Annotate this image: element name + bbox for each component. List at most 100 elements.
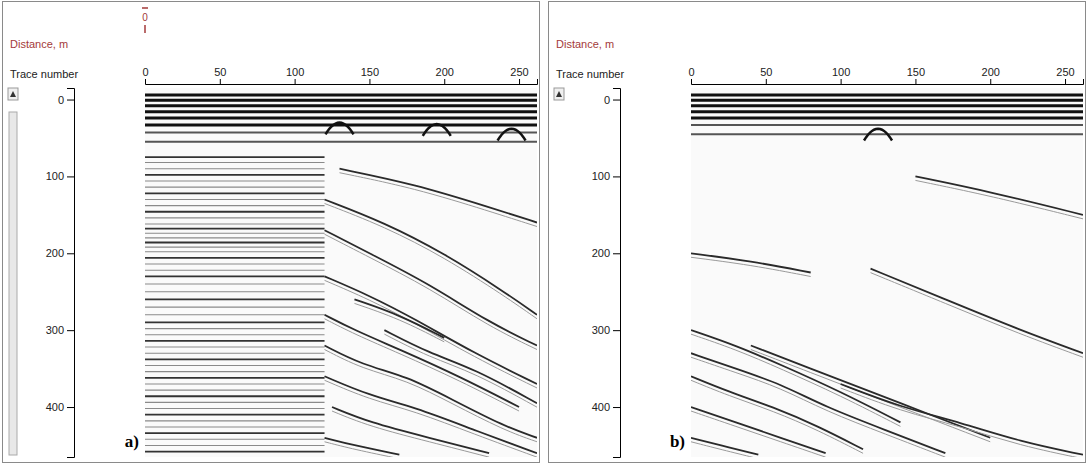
y-axis-line	[67, 89, 75, 458]
x-tick-mark	[990, 79, 991, 84]
y-tick: 200	[592, 247, 620, 259]
y-tick: 100	[592, 170, 620, 182]
x-axis: 050100150200250	[142, 66, 537, 85]
ringing-line	[145, 420, 325, 421]
reflector	[691, 330, 900, 422]
reflector-echo	[691, 411, 826, 457]
reflector	[325, 438, 400, 455]
ringing-line	[145, 328, 325, 329]
ringing-line	[145, 283, 325, 284]
x-tick-label: 0	[688, 66, 694, 78]
x-tick: 0	[142, 66, 148, 84]
reflector	[871, 269, 1083, 354]
ringing-line	[145, 432, 325, 434]
ringing-line	[145, 205, 325, 206]
x-axis-title: Trace number	[10, 68, 78, 80]
ringing-line	[145, 322, 325, 324]
ringing-line	[145, 365, 325, 366]
marker-tick	[144, 25, 146, 33]
figure: Distance, mTrace number00501001502002500…	[0, 0, 1086, 465]
x-tick-label: 250	[510, 66, 528, 78]
x-tick: 150	[907, 66, 925, 84]
x-tick-label: 100	[832, 66, 850, 78]
reflector	[384, 330, 537, 403]
x-tick-label: 150	[907, 66, 925, 78]
y-axis: 0100200300400	[46, 89, 75, 458]
x-tick: 100	[832, 66, 850, 84]
y-tick: 100	[46, 170, 74, 182]
reflector-echo	[915, 180, 1083, 218]
scroll-button	[8, 88, 18, 100]
ringing-line	[145, 237, 325, 238]
hyperbola	[423, 124, 451, 136]
x-tick-mark	[915, 79, 916, 84]
ringing-line	[145, 358, 325, 360]
y-tick: 0	[58, 94, 74, 106]
plot-background	[145, 88, 537, 457]
ringing-line	[145, 187, 325, 188]
scroll-arrow	[10, 91, 16, 97]
y-tick: 0	[604, 94, 620, 106]
y-tick-mark	[67, 407, 74, 408]
ringing-line	[145, 180, 325, 181]
ringing-line	[145, 257, 325, 259]
y-tick-label: 0	[58, 94, 64, 106]
x-tick-mark	[369, 79, 370, 84]
direct-wave-band	[691, 93, 1083, 96]
radargram	[145, 88, 537, 457]
ringing-line	[145, 291, 325, 292]
y-tick: 300	[592, 324, 620, 336]
y-tick-label: 400	[46, 401, 64, 413]
y-axis: 0100200300400	[592, 89, 621, 458]
reflector	[325, 346, 537, 438]
x-tick-mark	[841, 79, 842, 84]
ringing-line	[145, 299, 325, 301]
ringing-line	[145, 275, 325, 277]
x-tick-mark	[691, 79, 692, 84]
ringing-line	[145, 353, 325, 354]
reflector-echo	[691, 257, 811, 276]
scroll-thumb	[9, 112, 17, 455]
reflector	[325, 315, 520, 407]
ringing-line	[145, 340, 325, 342]
ringing-line	[145, 408, 325, 409]
y-tick-label: 200	[592, 247, 610, 259]
y-tick-label: 0	[604, 94, 610, 106]
y-tick-label: 300	[592, 324, 610, 336]
direct-wave-band	[145, 99, 537, 102]
ringing-line	[145, 233, 325, 234]
x-tick: 250	[1056, 66, 1074, 84]
reflector	[691, 253, 811, 272]
ringing-line	[145, 402, 325, 403]
direct-wave-band	[691, 99, 1083, 102]
ringing-line	[145, 307, 325, 308]
ringing-line	[145, 263, 325, 264]
direct-wave-band	[691, 110, 1083, 113]
reflector	[325, 376, 537, 453]
ringing-line	[145, 377, 325, 379]
x-tick-label: 200	[436, 66, 454, 78]
ringing-line	[145, 228, 325, 230]
ringing-line	[145, 371, 325, 372]
direct-wave-band	[145, 141, 537, 143]
direct-wave-band	[691, 124, 1083, 126]
reflector	[354, 299, 444, 337]
y-tick: 400	[46, 401, 74, 413]
reflector-echo	[325, 350, 537, 442]
direct-wave-band	[691, 104, 1083, 107]
hyperbola	[864, 129, 892, 141]
y-tick-mark	[613, 176, 620, 177]
x-tick: 250	[510, 66, 528, 84]
y-tick-mark	[613, 100, 620, 101]
direct-wave-band	[691, 116, 1083, 119]
x-tick-label: 0	[142, 66, 148, 78]
panel-letter: a)	[125, 432, 139, 451]
x-axis-line	[146, 79, 538, 85]
ringing-line	[145, 314, 325, 315]
panel-letter: b)	[670, 432, 685, 451]
radargram	[691, 88, 1083, 457]
plot-background	[691, 88, 1083, 457]
reflector-echo	[691, 442, 758, 457]
y-axis-line	[613, 89, 621, 458]
x-tick-label: 100	[286, 66, 304, 78]
